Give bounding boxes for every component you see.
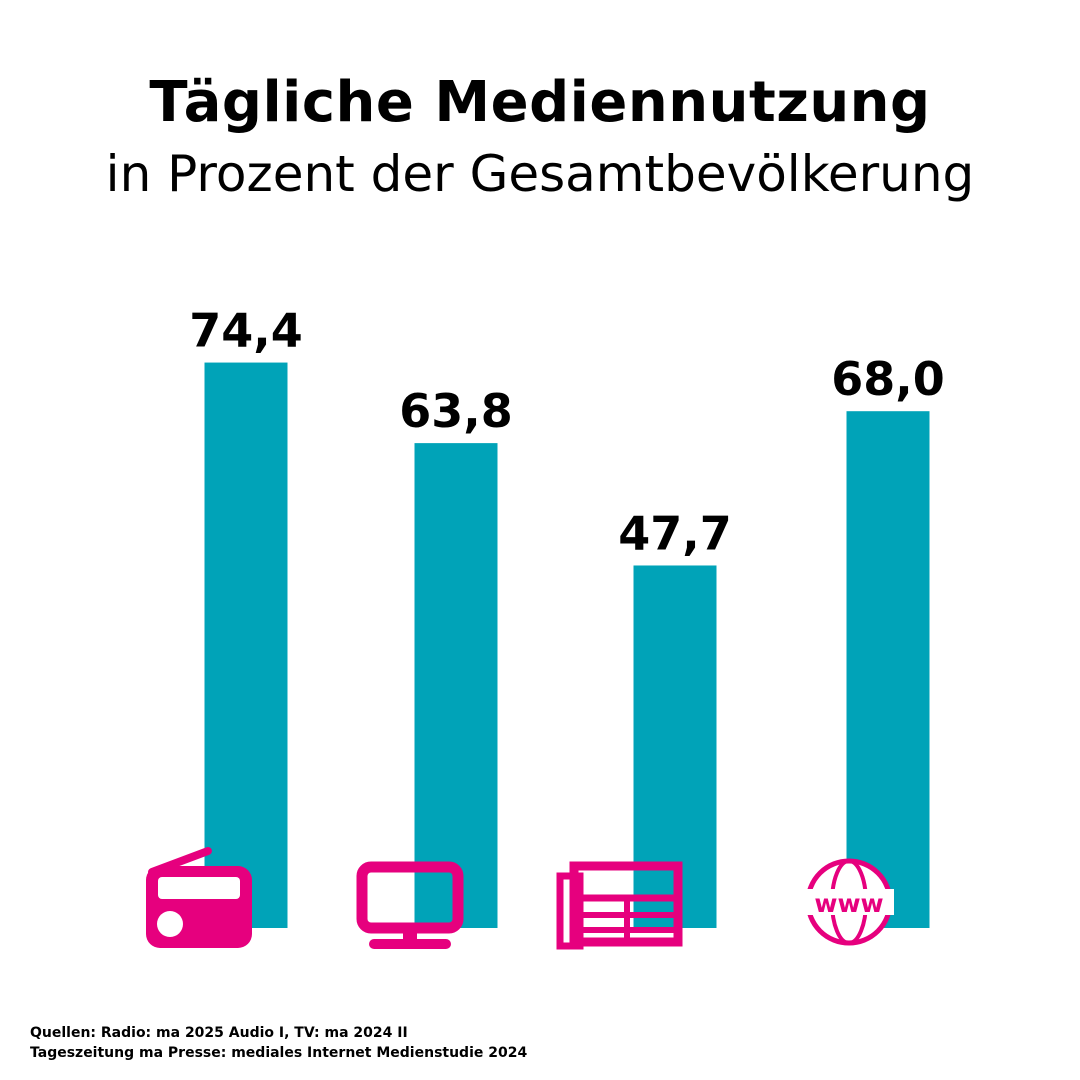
bars-group (204, 362, 930, 928)
source-line-2: Tageszeitung ma Presse: mediales Interne… (30, 1045, 528, 1061)
radio-icon (146, 847, 252, 948)
chart-title: Tägliche Mediennutzung (149, 70, 931, 135)
value-label-radio: 74,4 (189, 304, 303, 358)
www-glyph: www (814, 889, 883, 918)
value-labels-group: 74,4 63,8 47,7 68,0 (189, 304, 945, 561)
value-label-internet: 68,0 (831, 352, 945, 406)
tv-icon (356, 861, 464, 949)
bar-radio (204, 362, 288, 928)
source-note: Quellen: Radio: ma 2025 Audio I, TV: ma … (30, 1023, 527, 1063)
bar-tv (414, 443, 498, 928)
icons-group: www (146, 847, 894, 950)
chart-subtitle: in Prozent der Gesamtbevölkerung (105, 145, 975, 203)
bar-internet (846, 411, 930, 928)
newspaper-icon (556, 861, 683, 950)
globe-www-icon: www (804, 858, 894, 946)
value-label-tv: 63,8 (399, 384, 513, 438)
value-label-tageszeitung: 47,7 (618, 506, 732, 560)
source-line-1: Quellen: Radio: ma 2025 Audio I, TV: ma … (30, 1025, 408, 1041)
